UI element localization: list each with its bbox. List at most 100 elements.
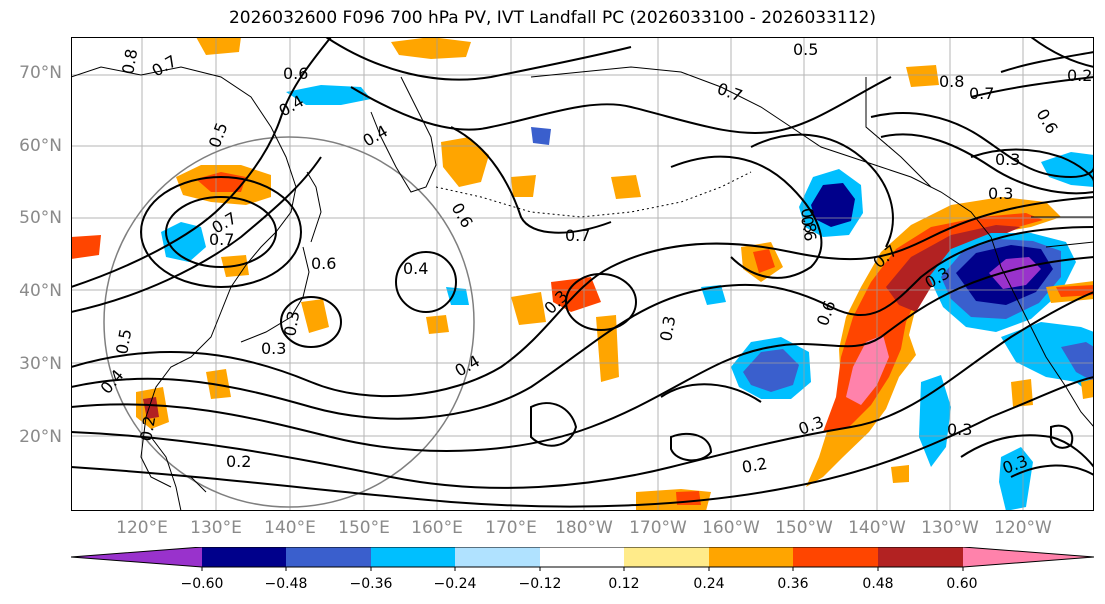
colorbar-seg-6	[624, 547, 710, 567]
contour-label: 0.6	[797, 214, 820, 242]
colorbar-seg-5	[540, 547, 625, 567]
lon-label: 120°E	[116, 518, 168, 538]
shading-positive-sm5	[891, 465, 909, 483]
shading-negative-gulf-core	[811, 183, 855, 227]
contour-label: 0.3	[995, 150, 1020, 169]
shading-positive-w1	[71, 235, 101, 259]
shading-negative-kamchatka	[286, 85, 371, 105]
coast-aleutians	[435, 171, 752, 218]
shading-positive-kuril	[441, 137, 489, 187]
contour-label: 0.5	[793, 40, 818, 59]
colorbar-label: 0.48	[862, 576, 894, 592]
contour-label: 0.8	[939, 72, 964, 91]
contour-label: 0.3	[261, 339, 286, 358]
colorbar-seg-3	[371, 547, 456, 567]
lon-label: 160°E	[411, 518, 463, 538]
graticule	[71, 37, 1094, 511]
colorbar-label: −0.36	[349, 576, 393, 592]
contour-label: 0.3	[947, 420, 972, 439]
contour-label: 0.3	[988, 184, 1013, 203]
lat-label: 20°N	[19, 427, 62, 447]
lon-label: 120°W	[994, 518, 1052, 538]
lon-label: 160°W	[702, 518, 760, 538]
contour-label: 0.7	[969, 84, 994, 103]
lon-label: 150°W	[775, 518, 833, 538]
colorbar-label: −0.60	[180, 576, 224, 592]
range-ring	[103, 136, 475, 508]
shading-positive-sea	[301, 299, 329, 333]
shading-positive-sm7	[1056, 285, 1094, 297]
shading-positive-mid4-core	[753, 249, 775, 273]
shading-negative-sm3	[531, 127, 551, 145]
lon-label: 170°E	[485, 518, 537, 538]
shading-negative-ne-corner	[1041, 152, 1094, 187]
lon-label: 130°W	[921, 518, 979, 538]
map-title: 2026032600 F096 700 hPa PV, IVT Landfall…	[228, 8, 876, 28]
shading-negative-w	[161, 222, 206, 262]
shading-negative-ne-pacific-max	[989, 257, 1041, 289]
lon-label: 180°W	[555, 518, 613, 538]
shading-positive-sm4	[1081, 379, 1094, 399]
lon-label: 130°E	[190, 518, 242, 538]
shading-positive-sm2	[511, 175, 536, 197]
coast-philippines	[150, 436, 207, 511]
shading-positive-okhotsk	[391, 37, 471, 59]
colorbar-label: −0.24	[433, 576, 477, 592]
colorbar-seg-10	[963, 547, 1094, 567]
pv-contours	[71, 37, 1094, 508]
colorbar-seg-2	[286, 547, 372, 567]
colorbar-label: 0.60	[946, 576, 978, 592]
shading-positive-alaska	[906, 65, 939, 87]
contour-label: 0.7	[565, 226, 590, 245]
colorbar-label: −0.12	[518, 576, 562, 592]
colorbar-label: 0.24	[693, 576, 725, 592]
coast-canada-border	[865, 77, 1094, 248]
colorbar-seg-8	[793, 547, 879, 567]
contour-label: 0.6	[311, 254, 336, 273]
contour-label: 0.3	[656, 314, 679, 342]
shading-positive-top1	[196, 37, 241, 55]
lat-label: 70°N	[19, 63, 62, 83]
shading-negative-sm1	[446, 287, 469, 305]
contour-label: 0.8	[797, 206, 820, 234]
lat-label: 60°N	[19, 136, 62, 156]
lon-label: 170°W	[629, 518, 687, 538]
map-panel: 0.8 0.7 0.6 0.5 0.4 0.3 0.2 0.7 0.6 0.5 …	[71, 37, 1094, 511]
shading-negative-se-3	[1061, 342, 1094, 382]
lat-label: 50°N	[19, 208, 62, 228]
colorbar-seg-0	[71, 547, 202, 567]
contour-label: 0.2	[226, 452, 251, 471]
colorbar-seg-1	[202, 547, 287, 567]
shading-negative-midpac-core	[743, 349, 799, 392]
coastlines	[71, 66, 1094, 511]
coast-alaska	[530, 66, 992, 238]
shading-positive-plume	[806, 197, 1061, 487]
contour-label: 0.2	[740, 454, 768, 477]
colorbar-label: 0.36	[777, 576, 809, 592]
contour-label: 0.5	[112, 327, 135, 355]
contour-label: 0.2	[1067, 66, 1092, 85]
shading-positive-max	[846, 335, 889, 405]
shading-positive-sm3	[1011, 379, 1033, 407]
colorbar-seg-4	[455, 547, 541, 567]
lon-label: 150°E	[338, 518, 390, 538]
contour-label: 0.4	[403, 259, 428, 278]
colorbar-label: −0.48	[264, 576, 308, 592]
colorbar-label: 0.12	[608, 576, 640, 592]
shading-negative-se-1	[919, 375, 951, 467]
contour-label: 0.2	[136, 414, 159, 442]
coast-japan	[240, 171, 322, 343]
shading-layer	[71, 37, 1094, 511]
contour-label: 0.6	[283, 64, 308, 83]
shading-positive-sm1	[611, 175, 641, 199]
contour-label: 0.3	[280, 309, 303, 337]
lon-label: 140°W	[848, 518, 906, 538]
colorbar	[71, 547, 1094, 571]
colorbar-seg-9	[878, 547, 963, 567]
colorbar-seg-7	[709, 547, 794, 567]
lat-label: 30°N	[19, 354, 62, 374]
contour-label: 0.7	[209, 230, 234, 249]
lon-label: 140°E	[264, 518, 316, 538]
shading-positive-mid3	[596, 315, 619, 382]
contour-label: 0.8	[118, 47, 141, 75]
